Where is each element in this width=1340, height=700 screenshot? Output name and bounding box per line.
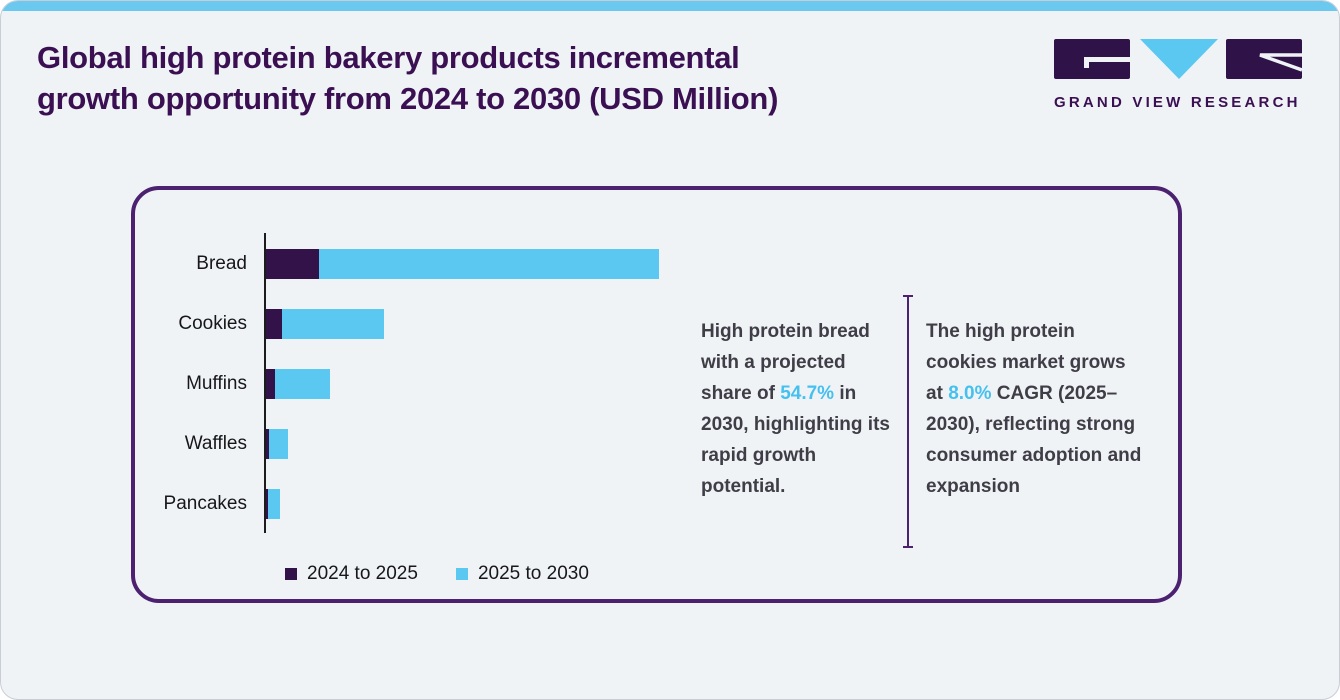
bar-segment — [269, 429, 288, 459]
chart-legend: 2024 to 2025 2025 to 2030 — [285, 563, 589, 585]
bar-cookies — [266, 309, 384, 339]
bar-segment — [275, 369, 330, 399]
legend-label: 2025 to 2030 — [477, 563, 589, 584]
legend-item-2025-2030: 2025 to 2030 — [455, 563, 589, 585]
legend-item-2024-2025: 2024 to 2025 — [285, 563, 418, 585]
legend-swatch-2024-2025 — [285, 568, 297, 580]
annotation-bread-text: High protein bread with a projected shar… — [701, 321, 870, 404]
bar-segment — [266, 249, 319, 279]
category-label-cookies: Cookies — [178, 313, 247, 334]
annotation-divider — [903, 295, 913, 548]
category-label-bread: Bread — [196, 253, 247, 274]
bar-waffles — [266, 429, 288, 459]
category-axis-line — [264, 233, 266, 533]
bar-segment — [282, 309, 384, 339]
annotation-bread-highlight: 54.7% — [780, 383, 835, 404]
annotation-bread-text-after: in 2030, highlighting its rapid growth p… — [701, 383, 890, 497]
bar-chart: Bread Cookies Muffins Waffles Pancakes 2024 … — [135, 190, 1178, 599]
bar-segment — [268, 489, 280, 519]
category-label-waffles: Waffles — [184, 433, 247, 454]
chart-card: Bread Cookies Muffins Waffles Pancakes 2024 … — [131, 186, 1182, 603]
category-label-pancakes: Pancakes — [163, 493, 247, 514]
annotation-bread: High protein bread with a projected shar… — [701, 316, 901, 502]
bar-muffins — [266, 369, 330, 399]
bar-segment — [266, 369, 275, 399]
annotation-cookies-text-after: CAGR (2025–2030), reflecting strong cons… — [926, 383, 1142, 497]
legend-swatch-2025-2030 — [455, 568, 468, 580]
top-accent-bar — [1, 1, 1339, 11]
bar-segment — [266, 309, 282, 339]
gvr-logo-icon — [1054, 39, 1303, 79]
page-title-line2: growth opportunity from 2024 to 2030 (US… — [37, 81, 779, 116]
bar-segment — [266, 429, 269, 459]
gvr-logo: GRAND VIEW RESEARCH — [1054, 39, 1303, 111]
bar-segment — [266, 489, 268, 519]
page-title: Global high protein bakery products incr… — [37, 37, 778, 119]
annotation-cookies: The high protein cookies market grows at… — [926, 316, 1142, 502]
gvr-logo-wordmark: GRAND VIEW RESEARCH — [1054, 94, 1301, 111]
bar-bread — [266, 249, 659, 279]
category-label-muffins: Muffins — [186, 373, 247, 394]
bar-segment — [319, 249, 659, 279]
legend-label: 2024 to 2025 — [307, 563, 418, 584]
annotation-cookies-highlight: 8.0% — [948, 383, 992, 404]
page-title-line1: Global high protein bakery products incr… — [37, 40, 740, 75]
bar-pancakes — [266, 489, 280, 519]
annotation-cookies-text: The high protein cookies market grows at — [926, 321, 1126, 404]
